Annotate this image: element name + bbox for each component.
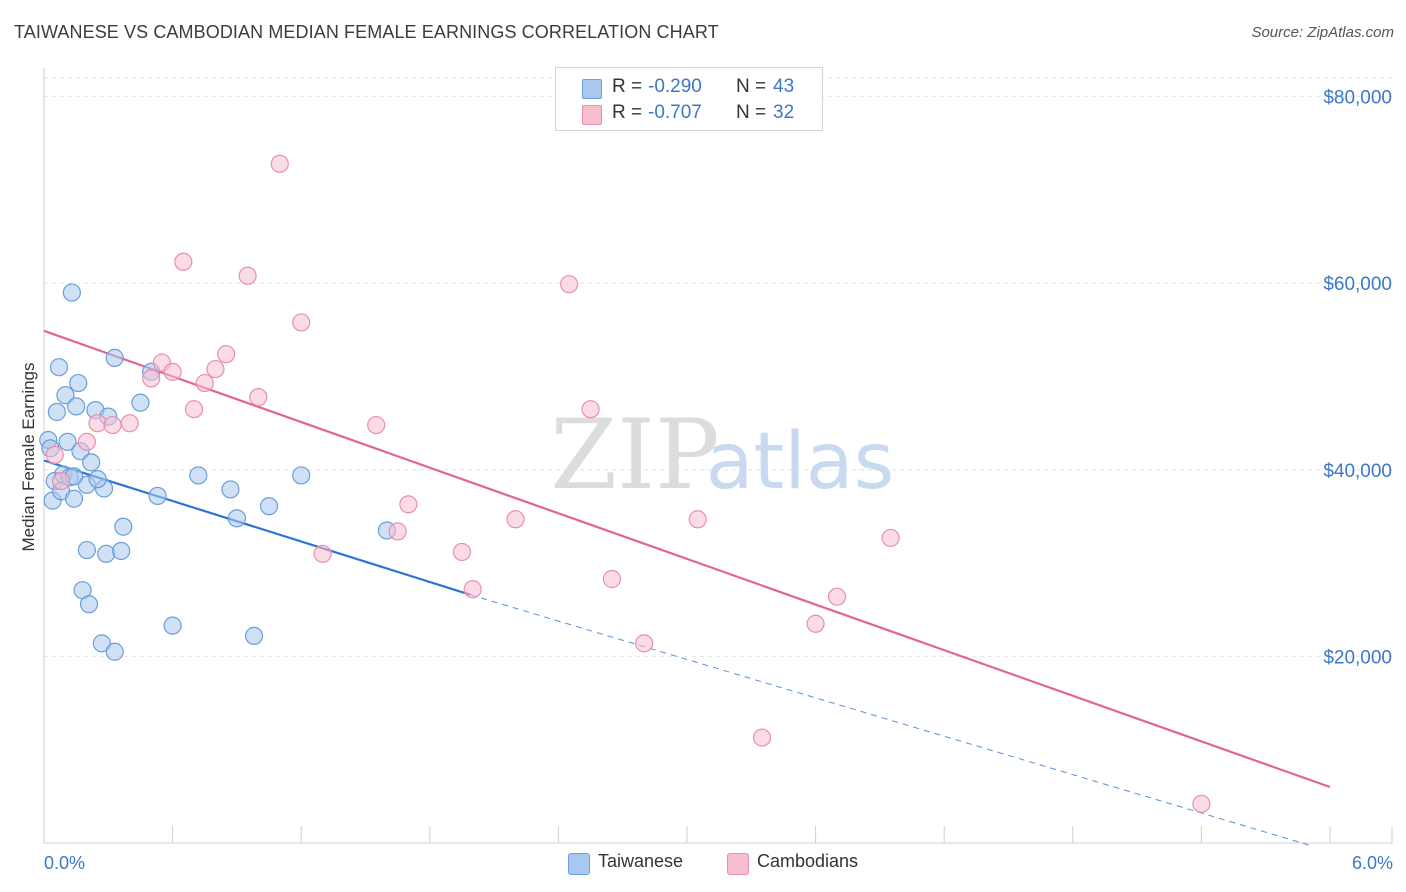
point-cambodians xyxy=(560,275,579,294)
bottom-legend-swatch-cambodians xyxy=(727,853,749,875)
point-taiwanese xyxy=(189,466,208,485)
point-cambodians xyxy=(752,728,772,747)
point-taiwanese xyxy=(64,489,84,508)
point-cambodians xyxy=(1192,794,1211,813)
chart-title: TAIWANESE VS CAMBODIAN MEDIAN FEMALE EAR… xyxy=(14,22,719,42)
point-cambodians xyxy=(163,362,182,381)
point-cambodians xyxy=(881,528,900,548)
legend-r-value: -0.707 xyxy=(648,102,702,123)
point-cambodians xyxy=(463,580,482,599)
point-cambodians xyxy=(103,415,122,435)
point-taiwanese xyxy=(163,616,182,635)
point-taiwanese xyxy=(112,541,131,561)
y-tick-label: $60,000 xyxy=(1323,274,1392,295)
bottom-legend-swatch-taiwanese xyxy=(568,853,590,875)
point-cambodians xyxy=(249,387,268,407)
legend-r-label: R = xyxy=(612,102,643,123)
point-taiwanese xyxy=(62,283,81,302)
legend-swatch-cambodians xyxy=(582,105,602,125)
point-cambodians xyxy=(77,432,96,451)
point-taiwanese xyxy=(77,540,96,560)
point-taiwanese xyxy=(56,386,75,405)
legend-n-value: 32 xyxy=(773,102,795,123)
y-axis-label: Median Female Earnings xyxy=(19,363,38,552)
point-taiwanese xyxy=(69,373,88,393)
point-cambodians xyxy=(142,369,161,388)
legend-r-label: R = xyxy=(612,76,643,97)
point-cambodians xyxy=(635,634,654,653)
legend-n-label: N = xyxy=(736,76,767,97)
y-tick-label: $20,000 xyxy=(1323,647,1392,668)
watermark: ZIP atlas xyxy=(550,399,894,511)
point-taiwanese xyxy=(82,453,101,472)
point-cambodians xyxy=(452,542,472,562)
point-cambodians xyxy=(806,614,825,633)
point-cambodians xyxy=(292,313,311,332)
point-cambodians xyxy=(88,414,107,433)
point-cambodians xyxy=(581,400,600,419)
point-cambodians xyxy=(174,252,193,271)
point-taiwanese xyxy=(227,509,246,528)
point-cambodians xyxy=(195,373,214,393)
point-cambodians xyxy=(270,154,289,173)
legend-r-value: -0.290 xyxy=(648,76,702,97)
point-taiwanese xyxy=(88,470,107,489)
point-taiwanese xyxy=(259,497,279,516)
point-taiwanese xyxy=(131,393,150,412)
point-cambodians xyxy=(120,414,139,433)
data-points xyxy=(39,154,1211,813)
axes xyxy=(43,68,1393,844)
point-cambodians xyxy=(602,569,622,589)
point-taiwanese xyxy=(58,432,77,451)
point-taiwanese xyxy=(114,517,133,536)
trend-line-cambodians xyxy=(43,329,1331,789)
point-cambodians xyxy=(388,522,407,541)
watermark-atlas: atlas xyxy=(706,417,895,507)
point-cambodians xyxy=(313,544,332,563)
point-cambodians xyxy=(52,471,71,491)
tick-labels: $20,000 $40,000 $60,000 $80,000 0.0% 6.0% xyxy=(44,88,1393,873)
legend-n-value: 43 xyxy=(773,76,795,97)
trend-lines xyxy=(43,329,1331,846)
point-cambodians xyxy=(217,345,236,364)
point-cambodians xyxy=(688,510,707,529)
point-taiwanese xyxy=(67,397,86,416)
point-taiwanese xyxy=(49,358,69,377)
point-taiwanese xyxy=(105,642,124,661)
point-taiwanese xyxy=(221,480,240,499)
x-tick-label: 0.0% xyxy=(44,853,85,873)
source-label: Source: ZipAtlas.com xyxy=(1251,24,1394,41)
point-taiwanese xyxy=(244,626,264,645)
point-taiwanese xyxy=(47,402,66,422)
point-cambodians xyxy=(827,587,847,606)
bottom-legend-label: Taiwanese xyxy=(598,851,684,871)
x-tick-label: 6.0% xyxy=(1352,853,1393,873)
point-taiwanese xyxy=(79,595,99,614)
point-cambodians xyxy=(506,510,525,529)
point-cambodians xyxy=(238,266,257,285)
point-taiwanese xyxy=(292,466,311,485)
point-cambodians xyxy=(45,445,64,465)
legend-n-label: N = xyxy=(736,102,767,123)
point-cambodians xyxy=(206,359,225,379)
y-tick-label: $80,000 xyxy=(1323,88,1392,109)
point-taiwanese xyxy=(105,348,124,367)
bottom-legend-label: Cambodians xyxy=(757,851,859,871)
point-taiwanese xyxy=(148,486,167,506)
trend-extension-taiwanese xyxy=(470,594,1309,846)
point-cambodians xyxy=(184,400,204,419)
point-cambodians xyxy=(367,415,386,435)
stats-legend: R = -0.290 N = 43 R = -0.707 N = 32 xyxy=(555,67,823,131)
y-tick-label: $40,000 xyxy=(1323,461,1392,482)
point-taiwanese xyxy=(97,544,116,563)
legend-swatch-taiwanese xyxy=(582,79,602,99)
point-cambodians xyxy=(399,495,418,514)
trend-line-taiwanese xyxy=(43,459,471,596)
point-taiwanese xyxy=(92,634,111,653)
watermark-zip: ZIP xyxy=(550,399,719,511)
